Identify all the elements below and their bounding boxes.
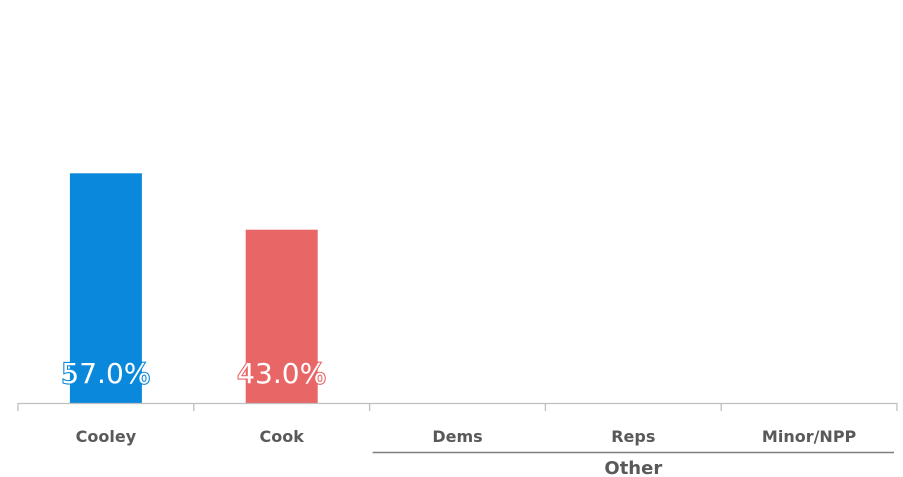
x-tick-label: Cook	[260, 427, 305, 446]
data-labels-layer: 57.0% 43.0%	[60, 356, 327, 391]
x-tick-label: Minor/NPP	[762, 427, 857, 446]
bar-cook	[245, 229, 318, 403]
x-tick-label: Cooley	[76, 427, 137, 446]
x-axis-group-labels: Other	[372, 451, 894, 477]
x-axis-category-labels: Cooley Cook Dems Reps Minor/NPP	[76, 427, 857, 446]
x-tick-label: Dems	[432, 427, 482, 446]
bar-cooley	[69, 173, 142, 403]
bars-layer	[69, 173, 318, 403]
data-label: 57.0%	[61, 357, 150, 390]
x-axis-ticks	[17, 403, 898, 411]
group-label: Other	[604, 458, 662, 477]
x-tick-label: Reps	[611, 427, 655, 446]
data-label: 43.0%	[237, 357, 326, 390]
